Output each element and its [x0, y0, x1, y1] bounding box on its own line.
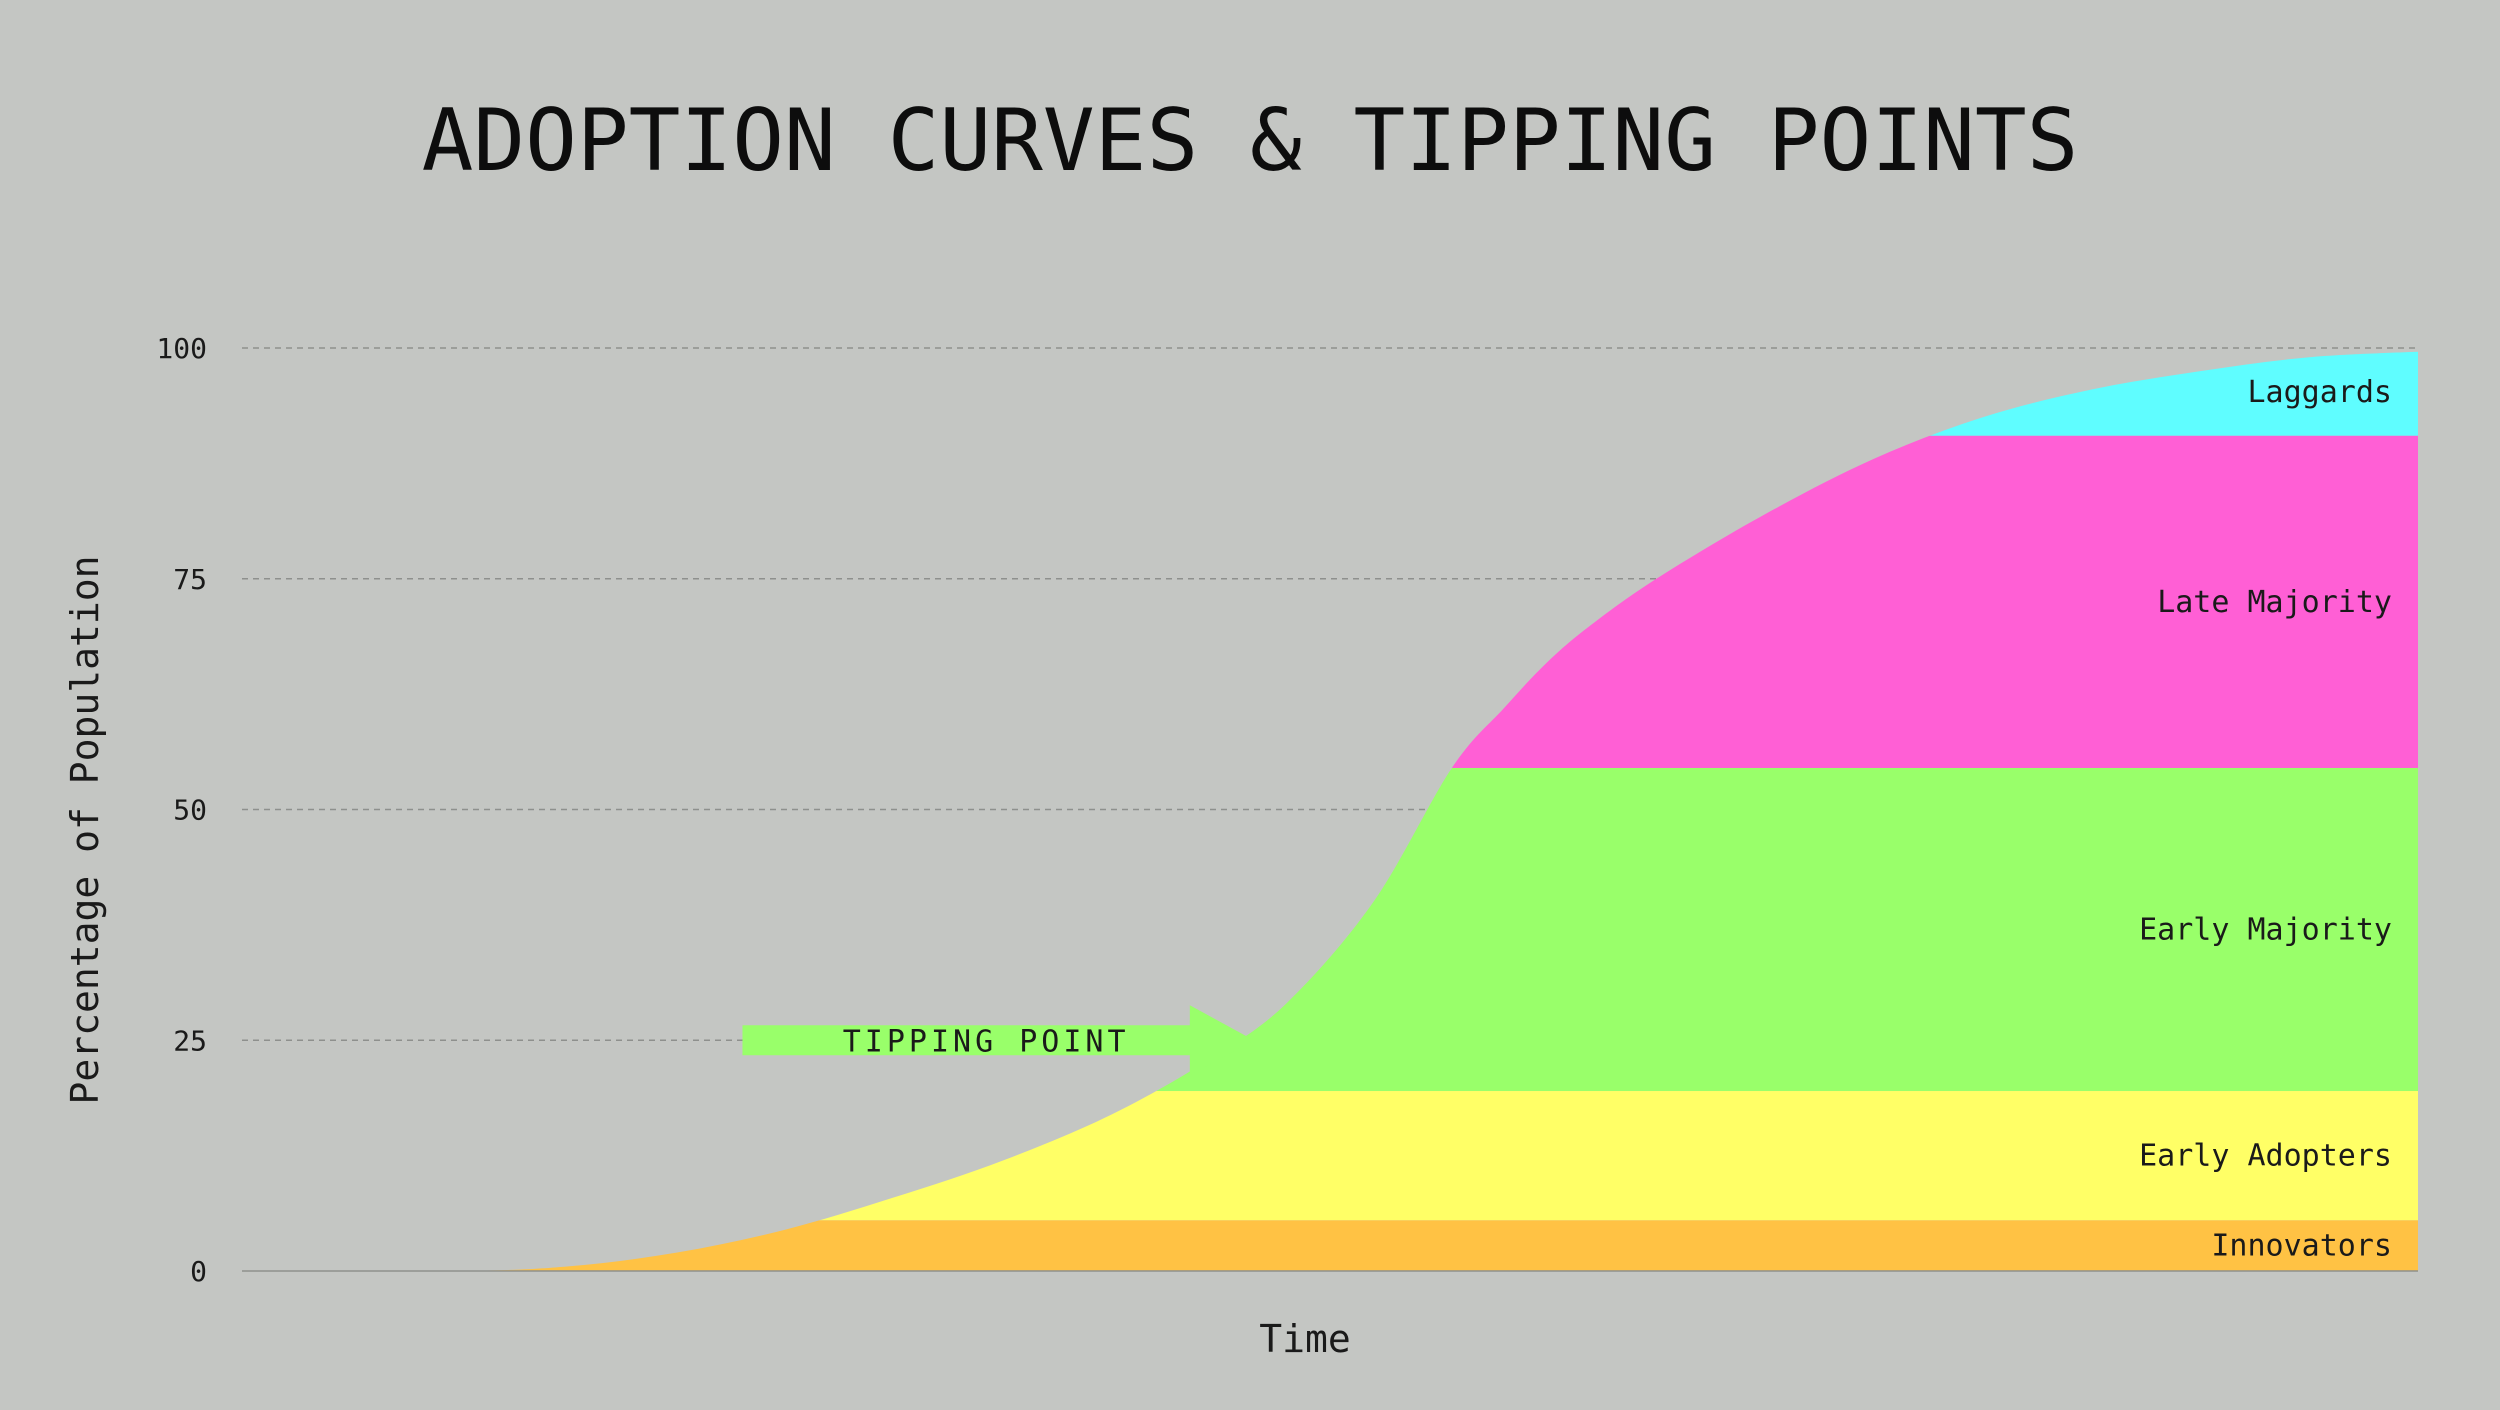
x-axis-label: Time — [1259, 1317, 1351, 1361]
tipping-point-arrow — [742, 1005, 1254, 1076]
y-tick-label: 100 — [156, 332, 207, 365]
band-early-adopters — [242, 1091, 2418, 1221]
y-tick-label: 25 — [173, 1024, 207, 1057]
band-laggards — [242, 351, 2418, 436]
y-tick-label: 0 — [190, 1255, 207, 1288]
band-late-majority — [242, 435, 2418, 768]
label-innovators: Innovators — [2211, 1229, 2392, 1264]
y-tick-label: 50 — [173, 794, 207, 827]
label-late-majority: Late Majority — [2157, 585, 2392, 620]
y-axis-label: Percentage of Population — [63, 555, 107, 1104]
y-axis-ticks: 0 25 50 75 100 — [156, 332, 207, 1288]
y-tick-label: 75 — [173, 563, 207, 596]
label-laggards: Laggards — [2248, 375, 2393, 410]
segment-labels: Innovators Early Adopters Early Majority La… — [2139, 375, 2392, 1264]
label-early-adopters: Early Adopters — [2139, 1139, 2392, 1174]
adoption-bands — [242, 351, 2418, 1271]
band-early-majority — [242, 767, 2418, 1092]
chart-title: ADOPTION CURVES & TIPPING POINTS — [422, 91, 2079, 191]
label-early-majority: Early Majority — [2139, 912, 2392, 947]
tipping-point-annotation: TIPPING POINT — [742, 1005, 1254, 1076]
band-innovators — [242, 1220, 2418, 1271]
tipping-point-label: TIPPING POINT — [843, 1024, 1130, 1059]
